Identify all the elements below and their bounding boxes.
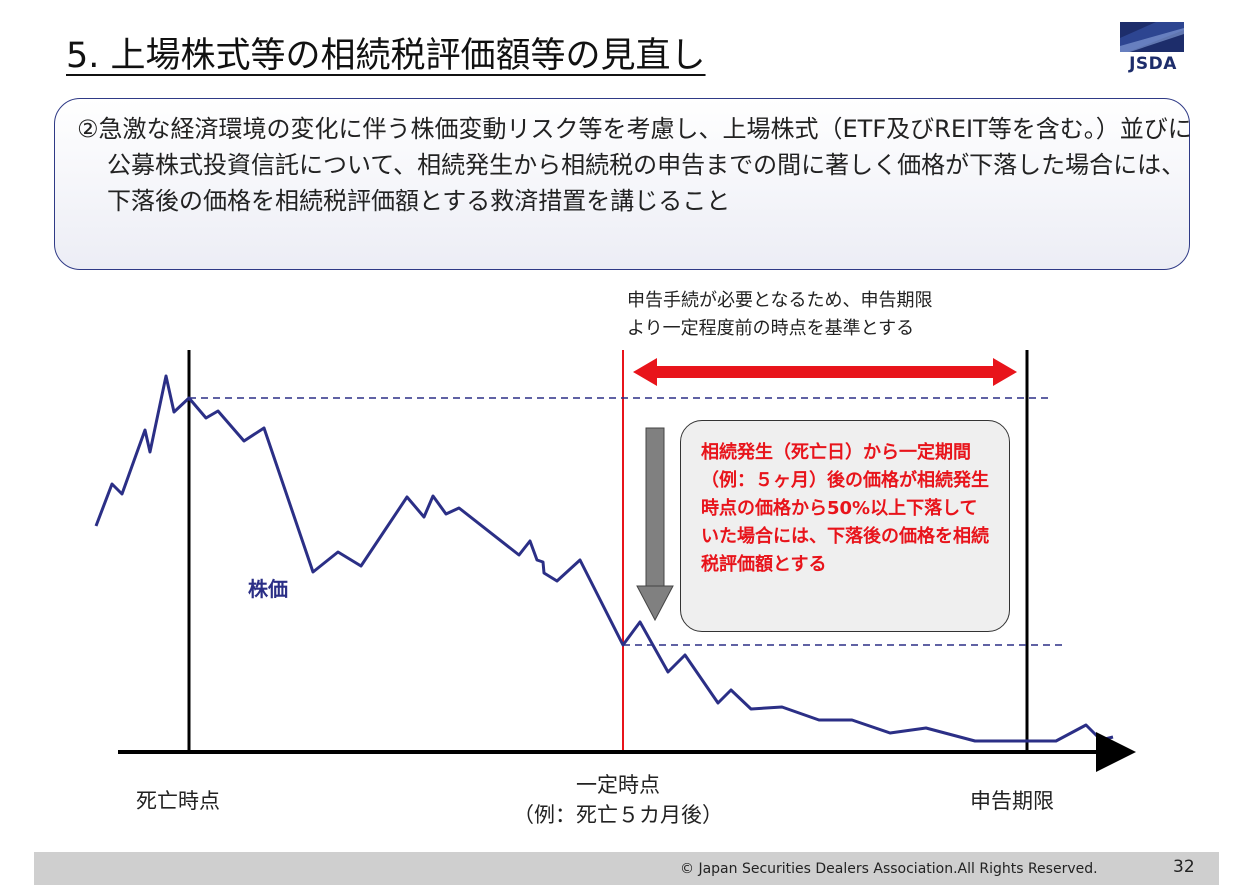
slide-title: 5. 上場株式等の相続税評価額等の見直し	[66, 36, 706, 76]
series-label: 株価	[248, 577, 288, 601]
logo-text: JSDA	[1129, 54, 1177, 74]
summary-box: ②急激な経済環境の変化に伴う株価変動リスク等を考慮し、上場株式（ETF及びREI…	[54, 98, 1192, 270]
footer-bar	[34, 852, 1219, 885]
copyright-text: © Japan Securities Dealers Association.A…	[680, 861, 1098, 877]
price-chart: 申告手続が必要となるため、申告期限 より一定程度前の時点を基準とする 株価 死亡…	[94, 290, 1136, 827]
page-number: 32	[1173, 857, 1195, 877]
stock-price-line	[94, 374, 1114, 743]
death-label: 死亡時点	[136, 789, 220, 813]
period-red-arrow	[633, 358, 1017, 386]
fixed-point-label-2: （例：死亡５カ月後）	[513, 803, 723, 827]
fixed-point-label-1: 一定時点	[576, 773, 660, 797]
summary-text: ②急激な経済環境の変化に伴う株価変動リスク等を考慮し、上場株式（ETF及びREI…	[77, 115, 1192, 215]
jsda-logo	[1120, 22, 1184, 52]
note-line-1: 申告手続が必要となるため、申告期限	[627, 290, 932, 311]
note-line-2: より一定程度前の時点を基準とする	[627, 318, 914, 339]
decline-gray-arrow	[636, 427, 674, 622]
callout-text: 相続発生（死亡日）から一定期間（例：５ヶ月）後の価格が相続発生時点の価格から50…	[701, 442, 989, 575]
callout-box: 相続発生（死亡日）から一定期間（例：５ヶ月）後の価格が相続発生時点の価格から50…	[680, 420, 1010, 632]
deadline-label: 申告期限	[970, 789, 1054, 813]
